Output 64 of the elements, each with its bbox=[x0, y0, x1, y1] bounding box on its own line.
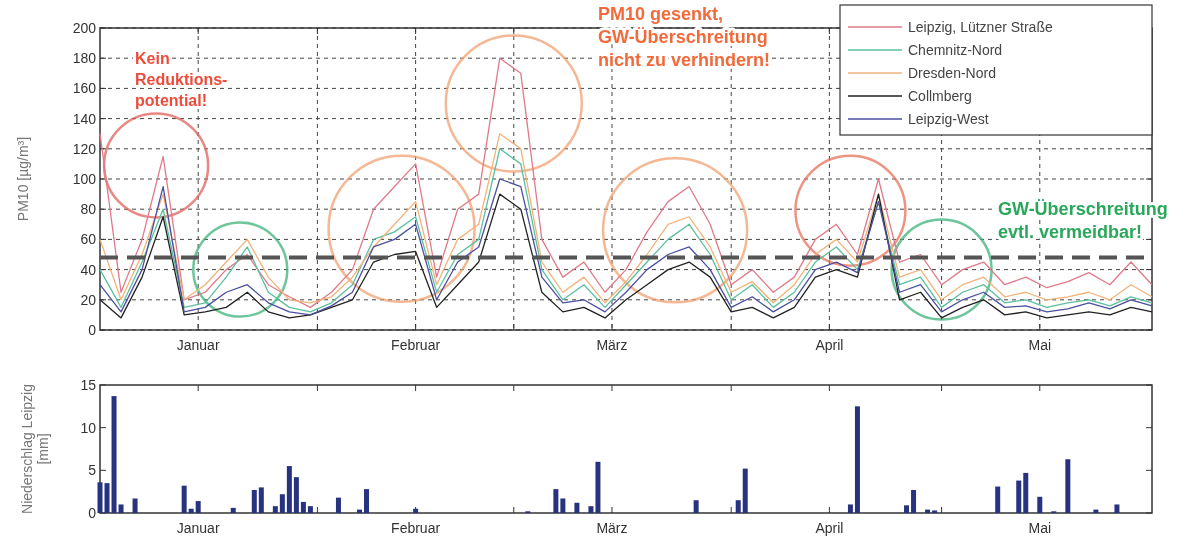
bar bbox=[1016, 480, 1022, 513]
bar bbox=[1037, 496, 1043, 513]
x-tick-label: Januar bbox=[176, 520, 220, 536]
y-tick-label: 60 bbox=[80, 231, 97, 248]
x-tick-label: Mai bbox=[1028, 337, 1052, 353]
legend-label: Dresden-Nord bbox=[908, 65, 996, 81]
bar bbox=[1114, 504, 1120, 513]
bar bbox=[1065, 459, 1071, 513]
annotation: PM10 gesenkt, GW-Überschreitung nicht zu verhindern! bbox=[598, 4, 771, 70]
x-tick-label: März bbox=[596, 520, 628, 536]
bar bbox=[132, 498, 138, 513]
y-tick-label: 180 bbox=[72, 50, 97, 67]
bar bbox=[279, 494, 285, 513]
x-tick-label: Mai bbox=[1028, 520, 1052, 536]
bar bbox=[847, 504, 853, 513]
bar bbox=[258, 487, 264, 513]
y-tick-label: 0 bbox=[88, 505, 97, 521]
x-tick-label: Februar bbox=[391, 520, 441, 536]
y-tick-label: 120 bbox=[72, 140, 97, 157]
bar bbox=[364, 489, 370, 513]
bar bbox=[230, 507, 236, 513]
bar bbox=[97, 482, 103, 513]
bar bbox=[251, 489, 257, 513]
bar bbox=[904, 505, 910, 513]
bar bbox=[111, 396, 117, 513]
bar bbox=[195, 501, 201, 513]
bar bbox=[286, 466, 292, 513]
legend-label: Leipzig, Lützner Straße bbox=[908, 19, 1053, 35]
bar bbox=[104, 483, 110, 513]
bar bbox=[335, 497, 341, 513]
y-tick-label: 160 bbox=[72, 80, 97, 97]
bar bbox=[307, 506, 313, 513]
y-tick-label: 100 bbox=[72, 171, 97, 187]
x-tick-label: Januar bbox=[176, 337, 220, 353]
y-tick-label: 140 bbox=[72, 110, 97, 127]
bar bbox=[911, 489, 917, 513]
bar bbox=[181, 485, 187, 513]
legend-label: Leipzig-West bbox=[908, 111, 989, 127]
y-tick-label: 5 bbox=[88, 462, 97, 479]
bar bbox=[188, 508, 194, 513]
x-tick-label: April bbox=[815, 520, 844, 536]
x-tick-label: März bbox=[596, 337, 628, 353]
bar bbox=[293, 477, 299, 513]
y-axis-title: Niederschlag Leipzig [mm] bbox=[19, 384, 51, 514]
x-tick-label: April bbox=[815, 337, 844, 353]
y-tick-label: 15 bbox=[80, 377, 97, 393]
bar bbox=[932, 510, 938, 513]
x-tick-label: Februar bbox=[391, 337, 441, 353]
y-tick-label: 80 bbox=[80, 201, 97, 218]
bar bbox=[995, 486, 1001, 513]
y-tick-label: 40 bbox=[80, 261, 97, 278]
annotation: Kein Reduktions- potential! bbox=[135, 50, 228, 109]
bar bbox=[854, 406, 860, 513]
y-tick-label: 10 bbox=[80, 419, 97, 436]
bar bbox=[1023, 472, 1029, 513]
bar bbox=[272, 506, 278, 513]
y-tick-label: 0 bbox=[88, 322, 97, 338]
y-axis-title: PM10 [µg/m³] bbox=[15, 136, 31, 222]
legend-label: Collmberg bbox=[908, 88, 972, 104]
bar bbox=[118, 504, 124, 513]
y-tick-label: 200 bbox=[72, 20, 97, 36]
legend-label: Chemnitz-Nord bbox=[908, 42, 1003, 58]
y-tick-label: 20 bbox=[80, 291, 97, 308]
bar bbox=[300, 501, 306, 513]
